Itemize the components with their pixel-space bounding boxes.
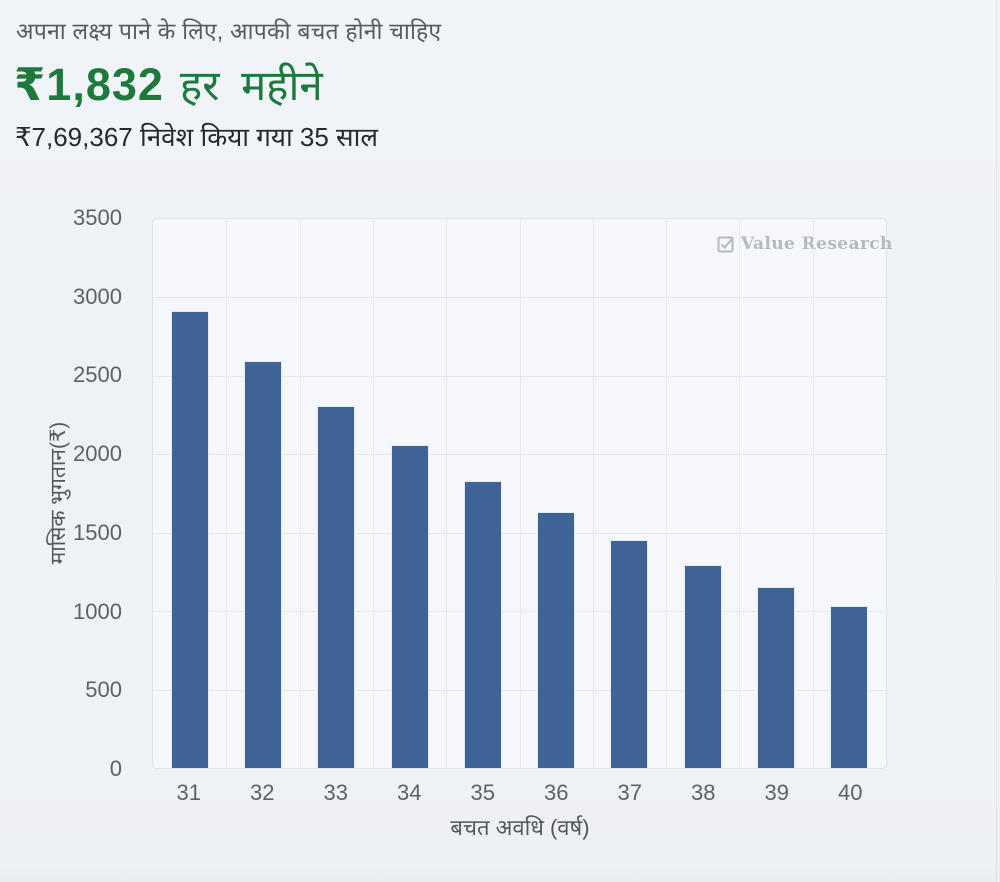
x-tick-label: 40 [838, 780, 863, 805]
x-gridline [299, 219, 301, 768]
y-tick-label: 1000 [73, 598, 122, 624]
monthly-saving-line: ₹1,832 हर महीने [14, 56, 323, 113]
x-axis-title: बचत अवधि (वर्ष) [450, 815, 590, 840]
x-gridline [226, 219, 228, 768]
x-gridline [666, 219, 668, 768]
result-prompt-text: अपना लक्ष्य पाने के लिए, आपकी बचत होनी च… [16, 18, 442, 44]
x-tick-label: 34 [397, 780, 422, 805]
x-tick-label: 31 [176, 780, 201, 805]
x-tick-label: 39 [764, 780, 789, 805]
monthly-saving-suffix: हर महीने [179, 62, 323, 109]
y-tick-label: 3500 [73, 205, 122, 230]
x-tick-label: 38 [691, 780, 716, 805]
total-investment-summary: ₹7,69,367 निवेश किया गया 35 साल [15, 122, 378, 152]
watermark-label: Value Research [741, 234, 893, 254]
x-tick-label: 37 [617, 780, 642, 805]
monthly-saving-amount: ₹1,832 [14, 59, 164, 110]
bar-32[interactable] [243, 360, 282, 768]
bar-37[interactable] [610, 539, 649, 768]
bar-34[interactable] [390, 445, 429, 768]
plot-area: Value Research [152, 218, 892, 769]
y-tick-label: 2500 [73, 362, 122, 388]
bar-31[interactable] [170, 310, 209, 768]
y-tick-label: 2000 [73, 441, 122, 467]
x-gridline [372, 219, 374, 768]
x-tick-label: 32 [250, 780, 275, 805]
bar-40[interactable] [830, 606, 869, 768]
y-axis-labels: 0 500 1000 1500 2000 2500 3000 3500 [0, 205, 136, 781]
bar-39[interactable] [757, 586, 796, 768]
x-gridline [519, 219, 521, 768]
checkbox-check-icon [717, 236, 734, 252]
x-gridline [812, 219, 814, 768]
y-tick-label: 3000 [73, 283, 122, 309]
y-tick-label: 1500 [73, 519, 122, 545]
value-research-watermark: Value Research [717, 234, 893, 254]
x-axis-labels: 31 32 33 34 35 36 37 38 39 40 [152, 780, 887, 808]
x-tick-label: 35 [470, 780, 495, 805]
bar-35[interactable] [463, 480, 502, 768]
y-tick-label: 0 [109, 756, 122, 781]
x-gridline [739, 219, 741, 768]
bar-38[interactable] [683, 564, 722, 768]
bar-36[interactable] [537, 511, 576, 768]
x-gridline [446, 219, 448, 768]
bar-33[interactable] [317, 405, 356, 768]
page-edge-divider [996, 0, 997, 882]
y-tick-label: 500 [85, 677, 122, 703]
x-gridline [592, 219, 594, 768]
x-tick-label: 33 [323, 780, 348, 805]
x-tick-label: 36 [544, 780, 569, 805]
